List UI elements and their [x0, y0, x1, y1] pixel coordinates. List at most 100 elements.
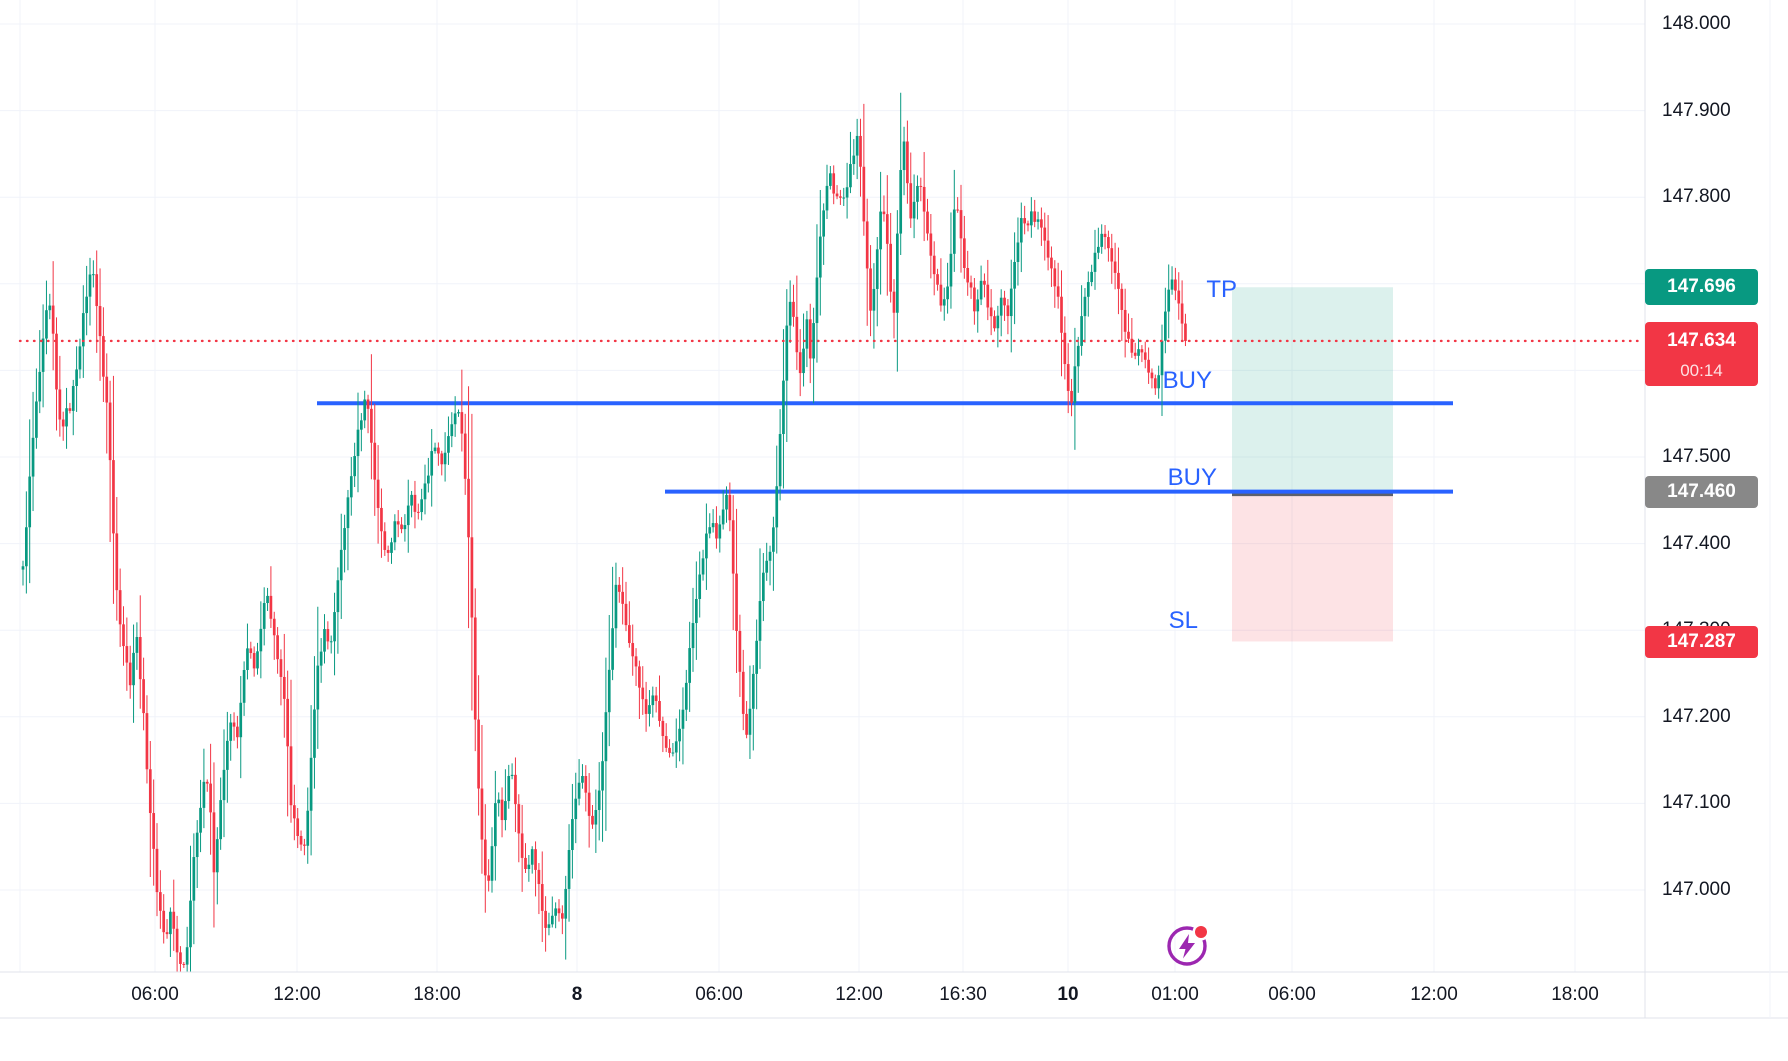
candle-body	[473, 617, 477, 720]
buy-upper-label[interactable]: BUY	[1162, 367, 1212, 394]
position-zone[interactable]	[1232, 287, 1393, 642]
candle-body	[695, 598, 698, 624]
candle-body	[604, 712, 608, 762]
current-price-badge: 147.634 00:14	[1645, 322, 1758, 386]
candle-body	[88, 274, 92, 297]
candle-body	[832, 173, 836, 194]
candle-body	[574, 798, 578, 820]
order-lines[interactable]	[317, 401, 1453, 494]
candle-body	[648, 705, 651, 714]
price-tick-label: 147.800	[1662, 186, 1731, 208]
candle-body	[1090, 271, 1093, 283]
stop-loss-label[interactable]: SL	[1168, 607, 1198, 634]
candle-body	[1013, 261, 1016, 289]
candle-body	[983, 280, 986, 285]
candle-body	[296, 818, 300, 836]
candle-body	[751, 673, 755, 709]
time-tick-label: 18:00	[1551, 984, 1599, 1005]
candle-body	[112, 460, 115, 534]
candle-body	[420, 499, 423, 513]
candle-body	[885, 214, 889, 244]
price-tick-label: 147.400	[1662, 532, 1731, 554]
candle-body	[581, 776, 584, 783]
candle-body	[993, 316, 996, 329]
candle-body	[1003, 297, 1006, 306]
candle-body	[949, 253, 953, 287]
candle-body	[862, 166, 866, 222]
candle-body	[952, 209, 956, 254]
candle-body	[852, 155, 856, 165]
candle-body	[1066, 364, 1070, 391]
candle-body	[1040, 219, 1043, 228]
candle-body	[316, 665, 320, 710]
candle-body	[530, 849, 534, 865]
candle-body	[309, 757, 313, 811]
candle-body	[182, 963, 186, 965]
time-tick-label: 12:00	[273, 984, 321, 1005]
candle-body	[708, 527, 712, 534]
candle-body	[58, 389, 62, 420]
candle-body	[346, 497, 350, 529]
candle-body	[614, 584, 618, 629]
candle-body	[494, 803, 497, 847]
candle-body	[628, 625, 631, 644]
candle-body	[105, 376, 109, 403]
candle-body	[1060, 296, 1063, 333]
candle-body	[550, 915, 554, 925]
candle-body	[490, 846, 494, 881]
candle-body	[661, 720, 665, 737]
candle-body	[973, 287, 976, 312]
candle-body	[148, 769, 152, 814]
price-tick-label: 147.100	[1662, 792, 1731, 814]
candle-body	[85, 296, 88, 314]
candle-body	[108, 402, 112, 461]
candle-body	[172, 911, 176, 929]
candle-body	[406, 505, 410, 526]
candle-body	[1147, 359, 1150, 373]
candle-body	[279, 659, 283, 677]
candle-body	[872, 288, 876, 311]
candle-body	[323, 629, 326, 652]
candle-body	[356, 429, 360, 457]
candle-body	[785, 325, 789, 381]
candle-body	[601, 761, 604, 791]
buy-lower-label[interactable]: BUY	[1167, 464, 1217, 491]
candle-body	[35, 401, 38, 438]
candle-body	[393, 521, 397, 543]
candle-body	[480, 788, 484, 840]
candle-body	[155, 848, 159, 893]
candle-body	[390, 542, 393, 553]
candle-body	[132, 652, 135, 686]
candle-body	[902, 141, 906, 171]
take-profit-label[interactable]: TP	[1206, 276, 1237, 303]
candle-body	[68, 408, 72, 411]
candle-body	[849, 164, 852, 188]
candle-body	[540, 884, 544, 911]
candle-body	[189, 900, 192, 948]
stop-loss-price-text: 147.287	[1667, 631, 1736, 652]
axis-borders	[0, 0, 1788, 1019]
candle-body	[909, 183, 913, 219]
candle-body	[1160, 340, 1164, 376]
candle-body	[138, 637, 142, 680]
candle-body	[199, 807, 202, 833]
candle-body	[380, 507, 383, 532]
candle-body	[584, 776, 588, 793]
candle-body	[520, 833, 524, 858]
candle-body	[1133, 352, 1137, 356]
candle-body	[102, 336, 105, 377]
lightning-event-icon[interactable]	[1165, 923, 1211, 969]
candle-body	[956, 209, 959, 211]
candle-body	[1043, 227, 1047, 241]
candle-body	[922, 186, 926, 212]
candle-body	[209, 783, 212, 813]
candle-body	[534, 849, 537, 870]
candle-body	[738, 630, 742, 672]
candle-body	[339, 549, 343, 581]
candle-body	[1073, 366, 1077, 403]
candle-body	[447, 436, 450, 453]
candle-body	[932, 255, 936, 275]
candle-body	[1083, 296, 1087, 317]
candle-body	[644, 699, 648, 714]
